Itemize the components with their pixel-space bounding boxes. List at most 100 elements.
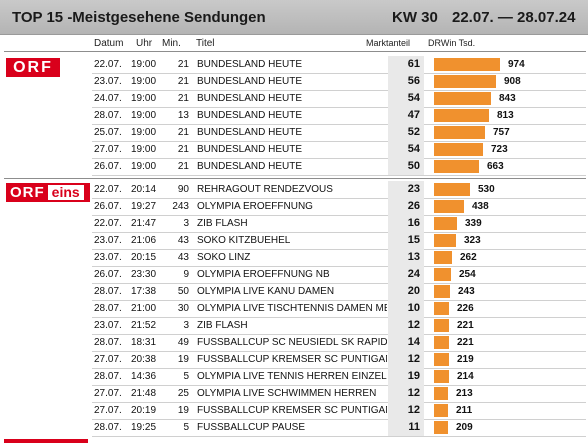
cell-date: 24.07. (94, 93, 122, 104)
table-row: 23.07. 21:52 3 ZIB FLASH 12 221 (92, 317, 586, 335)
cell-reach: 813 (497, 110, 514, 121)
cell-title: SOKO KITZBUEHEL (197, 235, 291, 246)
cell-reach: 226 (457, 303, 474, 314)
cell-date: 23.07. (94, 235, 122, 246)
section-orf: ORF 22.07. 19:00 21 BUNDESLAND HEUTE 61 974 23… (4, 56, 586, 176)
section-divider (4, 178, 586, 179)
table-row: 23.07. 19:00 21 BUNDESLAND HEUTE 56 908 (92, 73, 586, 91)
reach-bar (434, 217, 457, 230)
reach-bar (434, 370, 449, 383)
share-cell-bg (388, 90, 424, 107)
cell-minutes: 21 (177, 76, 189, 87)
cell-date: 28.07. (94, 371, 122, 382)
share-cell-bg (388, 232, 424, 249)
table-row: 26.07. 19:00 21 BUNDESLAND HEUTE 50 663 (92, 158, 586, 176)
cell-time: 19:25 (131, 422, 157, 433)
table-row: 25.07. 19:00 21 BUNDESLAND HEUTE 52 757 (92, 124, 586, 142)
reach-bar (434, 143, 483, 156)
cell-minutes: 25 (177, 388, 189, 399)
table-row: 26.07. 19:27 243 OLYMPIA EROEFFNUNG 26 438 (92, 198, 586, 216)
page-title: TOP 15 -Meistgesehene Sendungen (12, 9, 266, 26)
cell-reach: 221 (457, 320, 474, 331)
table-row: 24.07. 19:00 21 BUNDESLAND HEUTE 54 843 (92, 90, 586, 108)
reach-bar (434, 92, 491, 105)
cell-share: 20 (407, 285, 420, 297)
cell-time: 20:14 (131, 184, 157, 195)
cell-share: 11 (408, 421, 420, 433)
cell-date: 27.07. (94, 354, 122, 365)
cell-title: BUNDESLAND HEUTE (197, 161, 303, 172)
cell-time: 23:30 (131, 269, 157, 280)
cell-reach: 214 (457, 371, 474, 382)
reach-bar (434, 160, 479, 173)
table-row: 28.07. 14:36 5 OLYMPIA LIVE TENNIS HERREN E… (92, 368, 586, 386)
reach-bar (434, 353, 449, 366)
cell-share: 16 (407, 217, 420, 229)
share-cell-bg (388, 385, 424, 402)
cell-share: 50 (407, 160, 420, 172)
cell-time: 21:00 (131, 303, 157, 314)
cell-title: SOKO LINZ (197, 252, 251, 263)
cell-date: 26.07. (94, 161, 122, 172)
share-cell-bg (388, 283, 424, 300)
orf-logo: ORF (6, 58, 60, 77)
cell-time: 21:52 (131, 320, 157, 331)
reach-bar (434, 404, 448, 417)
cell-reach: 339 (465, 218, 482, 229)
table-row: 28.07. 17:38 50 OLYMPIA LIVE KANU DAMEN 20 24… (92, 283, 586, 301)
cell-time: 19:00 (131, 93, 157, 104)
cell-share: 13 (407, 251, 420, 263)
cell-reach: 262 (460, 252, 477, 263)
cell-minutes: 21 (177, 59, 189, 70)
share-cell-bg (388, 317, 424, 334)
cell-title: ZIB FLASH (197, 218, 248, 229)
cell-reach: 843 (499, 93, 516, 104)
share-cell-bg (388, 300, 424, 317)
cell-title: OLYMPIA LIVE TENNIS HERREN EINZEL (197, 371, 387, 382)
cell-reach: 323 (464, 235, 481, 246)
col-header-minutes: Min. (162, 38, 181, 49)
cell-minutes: 30 (177, 303, 189, 314)
cell-date: 23.07. (94, 320, 122, 331)
share-cell-bg (388, 198, 424, 215)
table-row: 28.07. 21:00 30 OLYMPIA LIVE TISCHTENNIS DA… (92, 300, 586, 318)
cell-reach: 211 (456, 405, 473, 416)
reach-bar (434, 126, 485, 139)
cell-title: FUSSBALLCUP KREMSER SC PUNTIGAME (197, 354, 387, 365)
reach-bar (434, 234, 456, 247)
col-header-date: Datum (94, 38, 124, 49)
cell-date: 26.07. (94, 201, 122, 212)
cell-date: 28.07. (94, 286, 122, 297)
cell-date: 22.07. (94, 218, 122, 229)
reach-bar (434, 109, 489, 122)
week-label: KW 30 (392, 9, 438, 26)
table-row: 23.07. 21:06 43 SOKO KITZBUEHEL 15 323 (92, 232, 586, 250)
cell-date: 28.07. (94, 337, 122, 348)
cell-time: 19:00 (131, 59, 157, 70)
orf-eins-logo: ORF eins (6, 183, 90, 202)
cell-title: BUNDESLAND HEUTE (197, 110, 303, 121)
header-divider (4, 51, 586, 52)
share-cell-bg (388, 107, 424, 124)
cell-minutes: 19 (177, 354, 189, 365)
table-row: 28.07. 18:31 49 FUSSBALLCUP SC NEUSIEDL SK … (92, 334, 586, 352)
reach-bar (434, 251, 452, 264)
cell-reach: 221 (457, 337, 474, 348)
cell-minutes: 21 (177, 144, 189, 155)
cell-minutes: 3 (183, 218, 189, 229)
cell-share: 12 (407, 353, 420, 365)
cell-share: 12 (407, 404, 420, 416)
col-header-time: Uhr (136, 38, 153, 49)
cell-minutes: 50 (177, 286, 189, 297)
cell-share: 24 (407, 268, 420, 280)
cell-reach: 213 (456, 388, 473, 399)
share-cell-bg (388, 215, 424, 232)
cell-share: 15 (407, 234, 420, 246)
cell-share: 61 (407, 58, 420, 70)
cell-title: BUNDESLAND HEUTE (197, 76, 303, 87)
cell-minutes: 243 (172, 201, 189, 212)
share-cell-bg (388, 249, 424, 266)
cell-title: OLYMPIA LIVE TISCHTENNIS DAMEN ME (197, 303, 387, 314)
cell-share: 52 (407, 126, 420, 138)
share-cell-bg (388, 73, 424, 90)
